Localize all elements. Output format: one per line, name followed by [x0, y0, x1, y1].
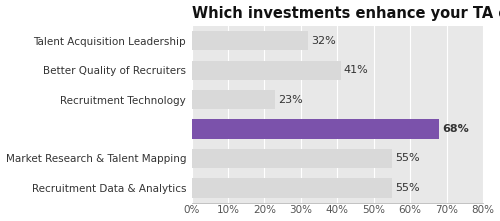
Bar — [192, 31, 308, 50]
Text: 55%: 55% — [395, 153, 419, 164]
Bar — [192, 61, 341, 80]
Text: 55%: 55% — [395, 183, 419, 193]
Bar — [192, 178, 392, 198]
Text: Which investments enhance your TA effectiveness the most?: Which investments enhance your TA effect… — [192, 6, 500, 21]
Text: 41%: 41% — [344, 65, 368, 75]
Text: 32%: 32% — [311, 36, 336, 46]
Bar — [192, 90, 276, 109]
Bar — [192, 119, 439, 139]
Text: 23%: 23% — [278, 95, 303, 105]
Text: 68%: 68% — [442, 124, 469, 134]
Bar — [192, 149, 392, 168]
